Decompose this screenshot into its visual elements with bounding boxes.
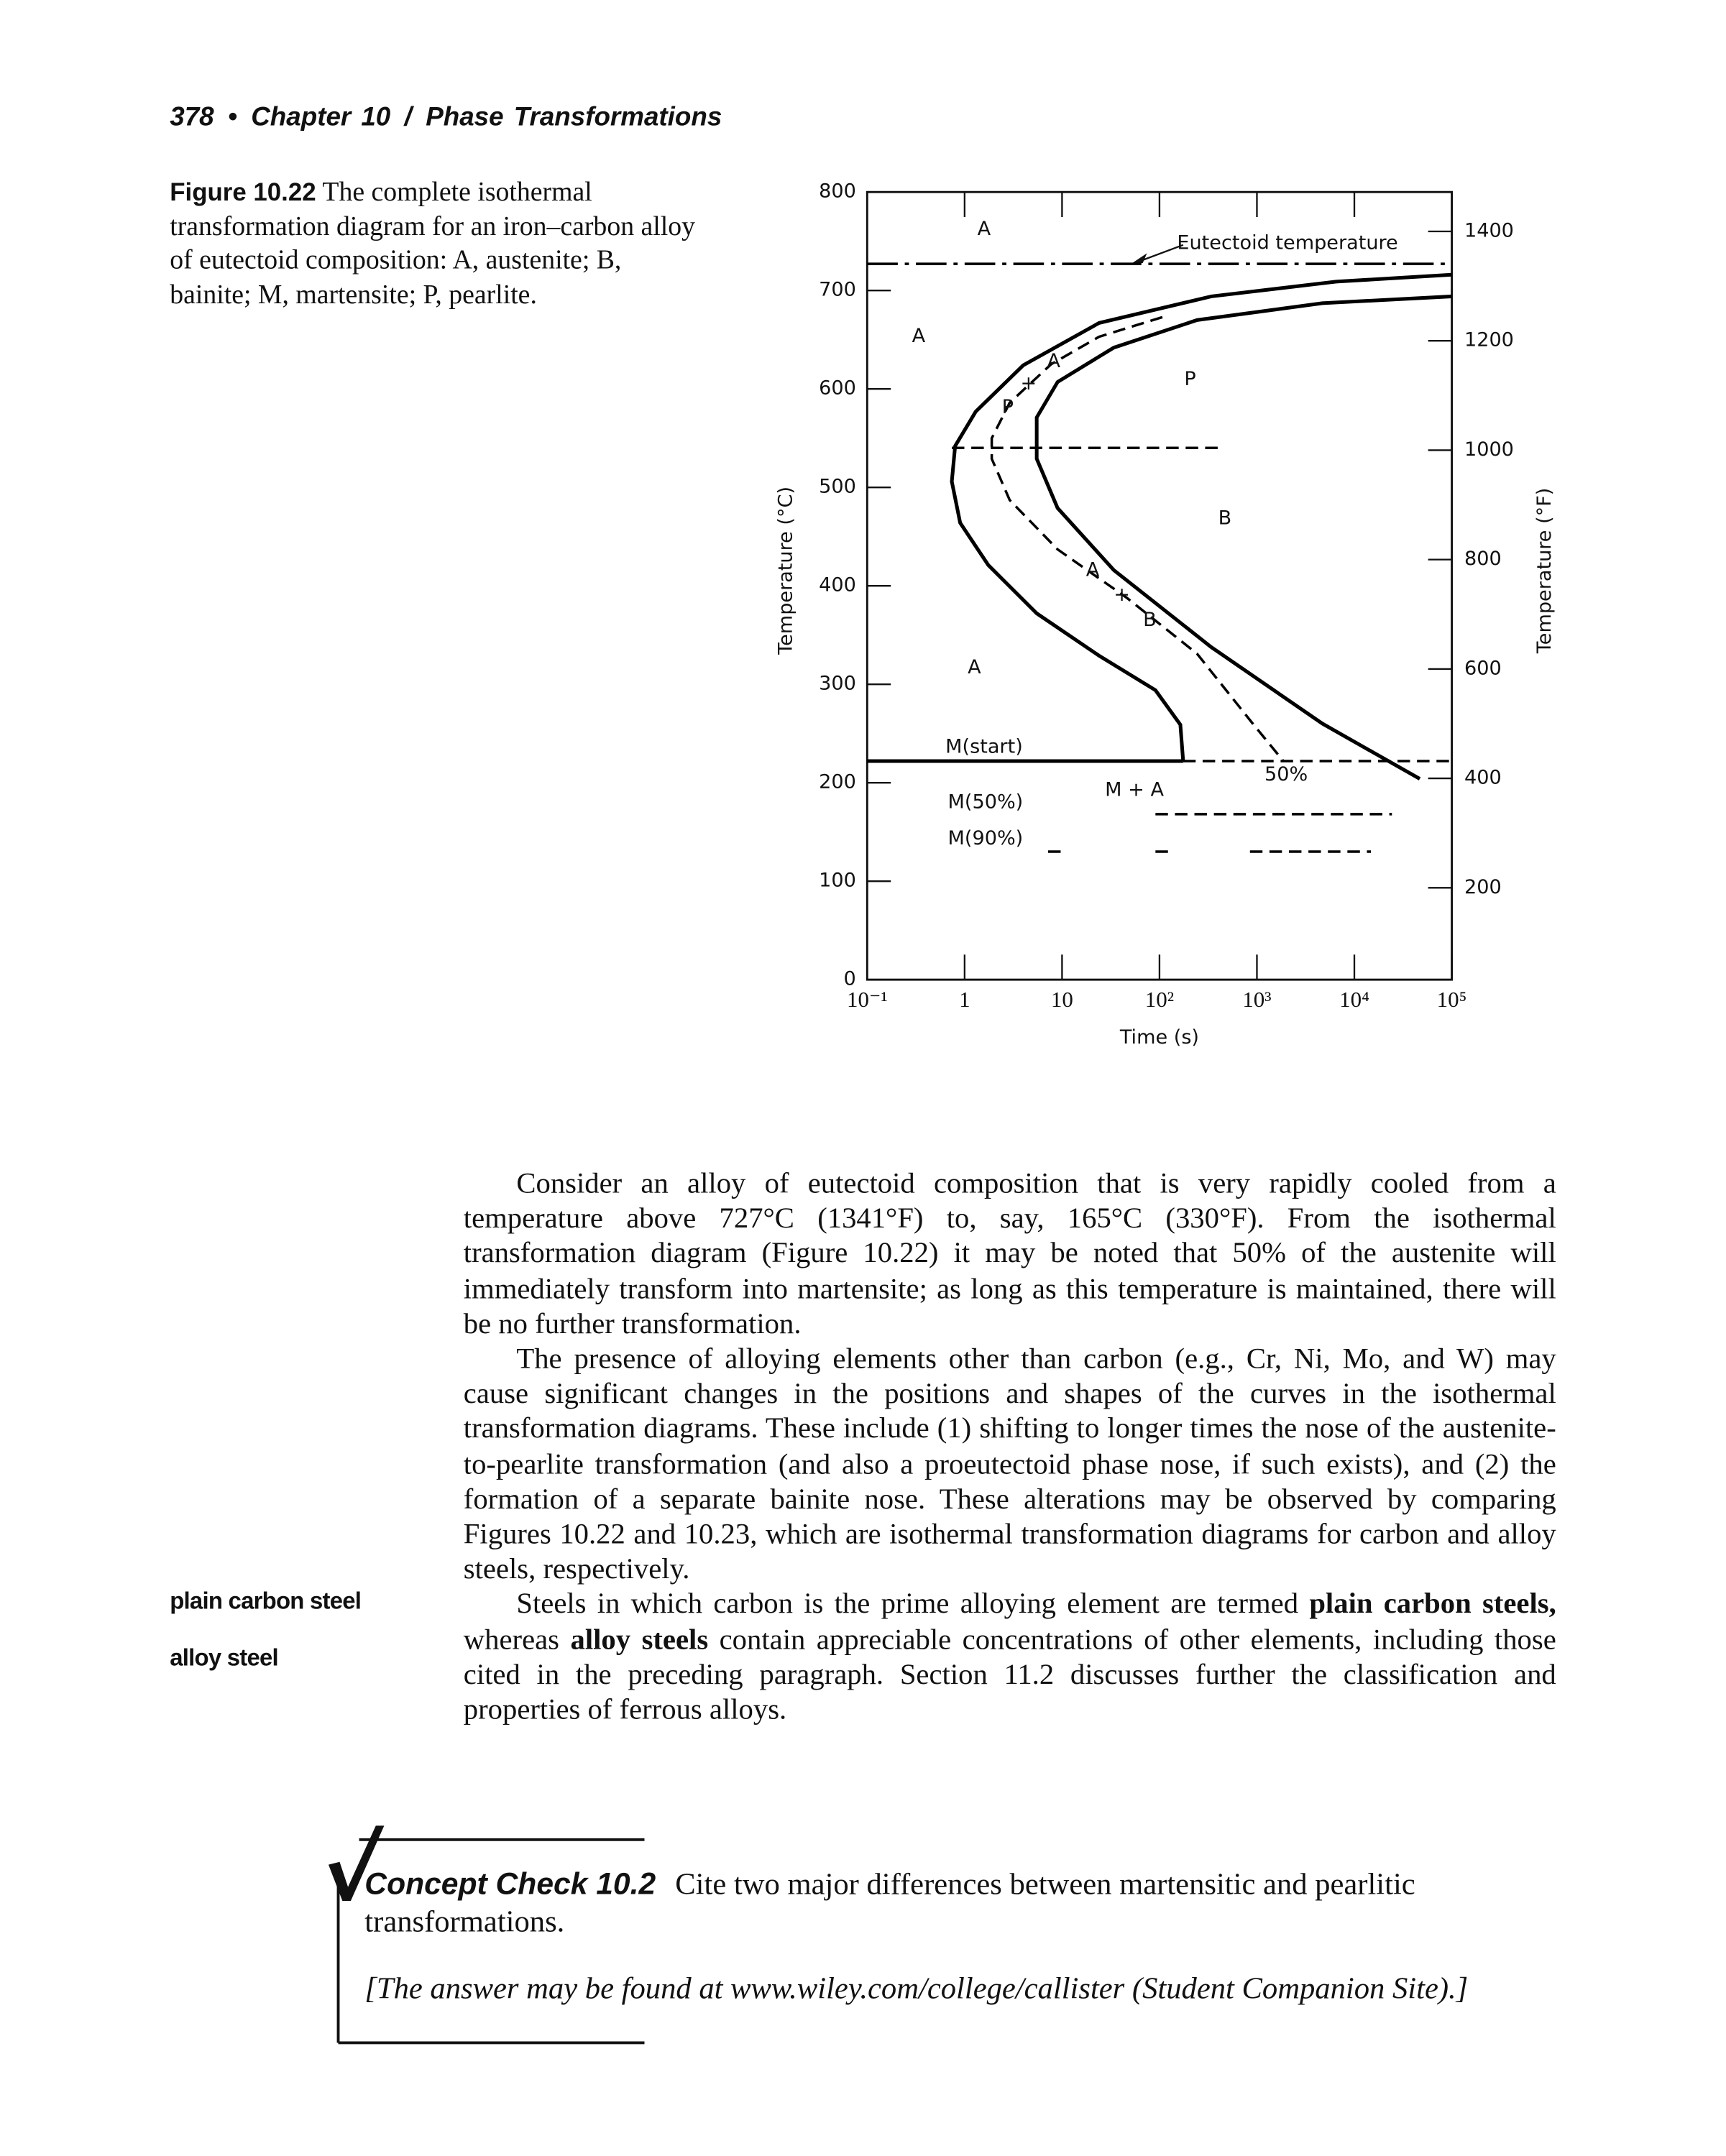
y2-tick-label: 1000 <box>1464 438 1514 461</box>
y2-tick-label: 400 <box>1464 767 1502 789</box>
chapter-title: Phase Transformations <box>426 103 722 132</box>
annotation: B <box>1218 507 1232 530</box>
annotation-arrow <box>1138 244 1184 263</box>
paragraph: The presence of alloying elements other … <box>464 1342 1556 1588</box>
text: Consider an alloy of eutectoid compositi… <box>463 1166 1556 1340</box>
x-tick-label: 10 <box>1051 987 1073 1012</box>
separator: • <box>227 103 237 132</box>
x-tick-label: 1 <box>959 987 970 1012</box>
separator: / <box>404 103 412 132</box>
y-tick-label: 600 <box>819 377 856 400</box>
text: contain appreciable concentrations of ot… <box>463 1622 1556 1726</box>
y-tick-label: 0 <box>844 968 856 990</box>
annotation: A <box>978 218 991 240</box>
x-axis-title: Time (s) <box>1119 1026 1199 1049</box>
margin-term: alloy steel <box>170 1644 278 1672</box>
annotation: Eutectoid temperature <box>1177 231 1397 254</box>
annotation: A <box>968 656 981 678</box>
text: Steels in which carbon is the prime allo… <box>516 1587 1310 1621</box>
margin-term: plain carbon steel <box>170 1588 362 1615</box>
body-text: Consider an alloy of eutectoid compositi… <box>464 1166 1556 1728</box>
annotation: 50% <box>1264 763 1308 786</box>
annotation: A <box>912 325 926 347</box>
chapter: Chapter 10 <box>251 103 391 132</box>
x-tick-label: 10³ <box>1242 987 1271 1012</box>
annotation: P <box>1184 368 1195 390</box>
figure-label: Figure 10.22 <box>170 178 316 206</box>
annotation: + <box>1114 584 1130 606</box>
y2-tick-label: 600 <box>1464 657 1502 679</box>
y-tick-label: 500 <box>819 476 856 498</box>
chart: Temperature (°C) Temperature (°F) Time (… <box>775 180 1556 1049</box>
check-icon <box>328 1825 385 1901</box>
annotation: A <box>1086 558 1100 581</box>
concept-title: Concept Check 10.2 <box>364 1866 656 1901</box>
y2-tick-label: 200 <box>1464 876 1502 898</box>
annotation: A <box>1047 350 1060 372</box>
annotation: + <box>1021 372 1037 395</box>
concept-box <box>328 1825 645 2045</box>
annotation: P <box>1002 396 1014 418</box>
concept-question: Cite two major differences between marte… <box>364 1866 1415 1939</box>
x-tick-label: 10⁵ <box>1437 987 1467 1012</box>
concept-answer: [The answer may be found at www.wiley.co… <box>364 1970 1469 2006</box>
key-term: plain carbon steels, <box>1309 1587 1556 1621</box>
figure-caption: Figure 10.22 The complete isothermal tra… <box>170 175 705 313</box>
annotation: M(start) <box>945 735 1023 757</box>
y2-axis-title: Temperature (°F) <box>1533 488 1556 655</box>
y-axis-title: Temperature (°C) <box>775 487 797 655</box>
curve <box>990 315 1285 763</box>
page-number: 378 <box>170 103 214 132</box>
key-term: alloy steels <box>570 1622 709 1656</box>
y-tick-label: 300 <box>819 673 856 695</box>
curve <box>1034 294 1452 780</box>
x-tick-label: 10² <box>1145 987 1174 1012</box>
annotation: M + A <box>1105 778 1164 801</box>
y2-tick-label: 1400 <box>1464 220 1514 242</box>
y-tick-label: 700 <box>819 279 856 301</box>
y2-tick-label: 800 <box>1464 548 1502 570</box>
paragraph: Consider an alloy of eutectoid compositi… <box>464 1166 1556 1342</box>
x-tick-label: 10⁴ <box>1339 987 1369 1012</box>
text: The presence of alloying elements other … <box>463 1341 1556 1585</box>
y-tick-label: 200 <box>819 771 856 793</box>
x-tick-label: 10⁻¹ <box>847 987 888 1012</box>
caption-text: The complete isothermal transformation d… <box>170 178 696 310</box>
y-tick-label: 800 <box>819 180 856 203</box>
annotation: M(90%) <box>948 827 1024 849</box>
annotation: B <box>1143 609 1157 631</box>
curve <box>950 272 1452 762</box>
paragraph: Steels in which carbon is the prime allo… <box>464 1587 1556 1727</box>
concept-check: Concept Check 10.2 Cite two major differe… <box>364 1865 1556 1940</box>
y2-tick-label: 1200 <box>1464 329 1514 351</box>
y-tick-label: 100 <box>819 870 856 892</box>
y-tick-label: 400 <box>819 574 856 596</box>
annotation: M(50%) <box>948 791 1024 814</box>
text: whereas <box>463 1622 571 1656</box>
running-header: 378 • Chapter 10 / Phase Transformations <box>170 103 735 134</box>
